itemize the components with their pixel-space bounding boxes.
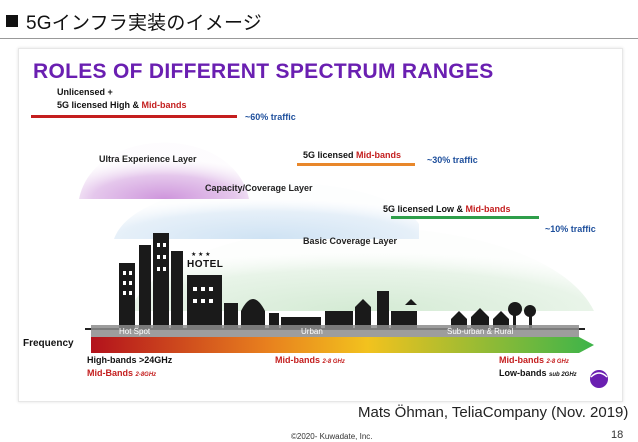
mid-band-label-b: 2-8 GHz	[322, 359, 345, 365]
mid-band-label-a: Mid-bands	[275, 355, 323, 365]
right-band-label-line1-a: Mid-bands	[499, 355, 547, 365]
zone-hot-spot: Hot Spot	[119, 327, 151, 336]
band-2-traffic: ~30% traffic	[427, 155, 478, 165]
right-band-label-line2: Low-bands sub 2GHz	[499, 368, 577, 378]
zone-urban: Urban	[301, 327, 323, 336]
band-3-traffic: ~10% traffic	[545, 224, 596, 234]
ultra-experience-dome	[79, 142, 249, 199]
band-2-label: 5G licensed Mid-bands	[303, 150, 401, 160]
band-line-low-mid	[391, 216, 539, 219]
company-logo	[590, 370, 608, 388]
basic-coverage-dome	[129, 227, 594, 311]
frequency-zone-bar	[91, 325, 579, 337]
left-band-label-line2-b: 2-8GHz	[135, 372, 157, 378]
zone-suburban-rural: Sub-urban & Rural	[447, 327, 514, 336]
band-1-label-line2-a: 5G licensed High &	[57, 100, 142, 110]
capacity-coverage-layer-label: Capacity/Coverage Layer	[205, 183, 313, 193]
urban-buildings	[281, 291, 417, 329]
hotel-stars: ★ ★ ★	[191, 252, 211, 258]
ultra-experience-layer-label: Ultra Experience Layer	[99, 154, 197, 164]
right-band-label-line1-b: 2-8 GHz	[546, 359, 569, 365]
band-1-traffic: ~60% traffic	[245, 112, 296, 122]
frequency-arrow	[91, 337, 594, 353]
band-3-label-a: 5G licensed Low &	[383, 204, 466, 214]
band-1-label-line1: Unlicensed +	[57, 87, 113, 97]
band-line-mid	[297, 163, 415, 166]
right-band-label-line2-b: sub 2GHz	[549, 372, 577, 378]
left-band-label-line2-a: Mid-Bands	[87, 368, 136, 378]
spectrum-figure: ROLES OF DIFFERENT SPECTRUM RANGES Unlic…	[18, 48, 623, 402]
left-band-label-line2: Mid-Bands 2-8GHz	[87, 368, 156, 378]
basic-coverage-layer-label: Basic Coverage Layer	[303, 236, 398, 246]
slide-title: 5Gインフラ実装のイメージ	[26, 12, 262, 34]
mid-band-label: Mid-bands 2-8 GHz	[275, 355, 345, 365]
frequency-label: Frequency	[23, 338, 74, 349]
source-credit: Mats Öhman, TeliaCompany (Nov. 2019)	[358, 404, 629, 421]
building-windows	[123, 243, 213, 303]
right-band-label-line2-a: Low-bands	[499, 368, 549, 378]
right-band-label-line1: Mid-bands 2-8 GHz	[499, 355, 569, 365]
page-number: 18	[611, 429, 624, 441]
figure-graphics	[31, 115, 608, 388]
hotel-sign: HOTEL	[187, 259, 224, 270]
figure-title: ROLES OF DIFFERENT SPECTRUM RANGES	[33, 60, 494, 83]
bullet-square-icon	[6, 15, 18, 27]
band-1-label-line2-b: Mid-bands	[141, 100, 187, 110]
slide-header: 5Gインフラ実装のイメージ	[6, 6, 262, 36]
band-line-high-mid	[31, 115, 237, 118]
copyright-footer: ©2020- Kuwadate, Inc.	[291, 432, 373, 441]
band-2-label-b: Mid-bands	[356, 150, 402, 160]
suburban-houses	[451, 302, 536, 329]
header-divider	[0, 38, 638, 39]
band-3-label-b: Mid-bands	[465, 204, 511, 214]
band-3-label: 5G licensed Low & Mid-bands	[383, 204, 511, 214]
band-2-label-a: 5G licensed	[303, 150, 357, 160]
band-1-label-line2: 5G licensed High & Mid-bands	[57, 100, 187, 110]
left-band-label-line1: High-bands >24GHz	[87, 355, 173, 365]
